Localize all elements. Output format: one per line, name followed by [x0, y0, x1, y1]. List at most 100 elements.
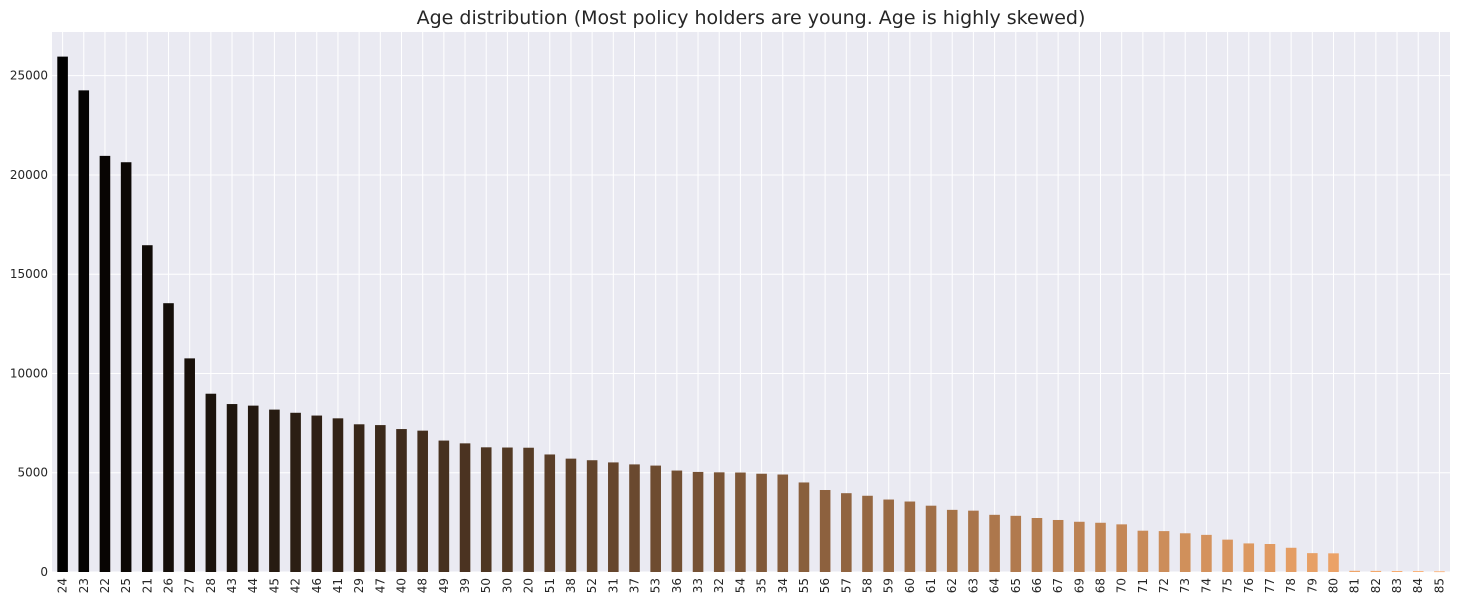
bar-age-46: [311, 415, 323, 572]
x-tick-label: 49: [437, 578, 451, 593]
x-tick-label: 42: [289, 578, 303, 593]
x-tick-label: 33: [691, 578, 705, 593]
bar-age-76: [1243, 543, 1255, 572]
bar-age-28: [205, 393, 217, 572]
x-tick-label: 43: [225, 578, 239, 593]
bar-age-47: [375, 425, 386, 572]
x-tick-label: 63: [966, 578, 980, 593]
bar-age-49: [438, 440, 450, 572]
bar-age-83: [1391, 571, 1403, 572]
x-tick-label: 53: [649, 578, 663, 593]
x-tick-label: 22: [98, 578, 112, 593]
bar-age-43: [226, 404, 238, 572]
x-tick-label: 34: [776, 578, 790, 593]
bar-age-40: [396, 429, 407, 572]
x-tick-label: 79: [1305, 578, 1319, 593]
x-tick-label: 60: [903, 578, 917, 593]
bar-age-35: [756, 473, 767, 572]
x-tick-label: 81: [1348, 578, 1362, 593]
bar-age-79: [1307, 553, 1318, 572]
x-tick-label: 44: [246, 578, 260, 593]
x-tick-label: 70: [1115, 578, 1129, 593]
bar-age-31: [608, 462, 619, 572]
x-tick-label: 29: [352, 578, 366, 593]
bar-age-85: [1434, 571, 1445, 573]
bar-age-29: [353, 424, 365, 572]
bar-age-48: [417, 430, 428, 572]
chart-title: Age distribution (Most policy holders ar…: [417, 7, 1086, 29]
bar-age-36: [671, 470, 683, 572]
bar-age-34: [777, 474, 789, 572]
x-tick-label: 62: [945, 578, 959, 593]
bar-age-63: [968, 510, 979, 572]
bar-age-33: [692, 471, 704, 572]
x-tick-label: 41: [331, 578, 345, 593]
x-tick-label: 23: [77, 578, 91, 593]
x-tick-label: 30: [500, 578, 514, 593]
bar-age-42: [290, 412, 301, 572]
bar-age-24: [57, 56, 68, 572]
x-tick-label: 25: [119, 578, 133, 593]
x-tick-label: 31: [606, 578, 620, 593]
x-tick-label: 45: [267, 578, 281, 593]
bar-age-44: [247, 405, 259, 572]
bar-age-27: [184, 358, 195, 572]
x-tick-label: 37: [628, 578, 642, 593]
bar-age-82: [1370, 570, 1382, 572]
x-tick-label: 74: [1199, 578, 1213, 593]
x-tick-label: 56: [818, 578, 832, 593]
x-tick-labels: 24 23 22 25 21 26 27 28 43 44 45 42 46 41 29 47 40 48 49 39…: [56, 578, 1447, 593]
x-tick-label: 85: [1432, 578, 1446, 593]
x-tick-label: 66: [1030, 578, 1044, 593]
bar-age-64: [989, 514, 1000, 572]
x-tick-label: 83: [1390, 578, 1404, 593]
x-tick-label: 35: [755, 578, 769, 593]
x-tick-label: 57: [839, 578, 853, 593]
bar-age-75: [1222, 539, 1233, 572]
bar-age-55: [798, 482, 810, 572]
bar-age-22: [99, 155, 111, 572]
bar-age-26: [163, 303, 174, 572]
x-tick-label: 77: [1263, 578, 1277, 593]
y-tick-label: 5000: [17, 466, 48, 480]
bar-age-30: [502, 447, 513, 572]
x-tick-label: 38: [564, 578, 578, 593]
bar-age-20: [523, 447, 534, 572]
x-tick-label: 40: [395, 578, 409, 593]
y-tick-label: 0: [40, 565, 48, 579]
bar-age-72: [1158, 531, 1170, 572]
x-tick-label: 61: [924, 578, 938, 593]
x-tick-label: 73: [1178, 578, 1192, 593]
x-tick-label: 75: [1221, 578, 1235, 593]
x-tick-label: 24: [56, 578, 70, 593]
x-tick-label: 65: [1009, 578, 1023, 593]
x-tick-label: 50: [479, 578, 493, 593]
bar-age-51: [544, 454, 556, 572]
y-tick-label: 15000: [10, 267, 48, 281]
bar-age-57: [841, 493, 852, 572]
y-tick-labels: 0 5000 10000 15000 20000 25000: [10, 69, 48, 579]
x-tick-label: 28: [204, 578, 218, 593]
x-tick-label: 72: [1157, 578, 1171, 593]
plot-background: [52, 32, 1450, 572]
bar-age-41: [332, 418, 344, 572]
y-tick-label: 20000: [10, 168, 48, 182]
bar-age-66: [1031, 518, 1043, 572]
bar-age-52: [586, 460, 598, 572]
x-tick-label: 69: [1072, 578, 1086, 593]
bar-age-70: [1116, 524, 1127, 572]
x-tick-label: 52: [585, 578, 599, 593]
x-tick-label: 27: [183, 578, 197, 593]
bar-age-32: [713, 472, 725, 572]
y-tick-label: 10000: [10, 366, 48, 380]
bar-age-81: [1349, 570, 1360, 572]
bar-age-80: [1328, 553, 1339, 572]
x-tick-label: 46: [310, 578, 324, 593]
x-tick-label: 54: [733, 578, 747, 593]
x-tick-label: 36: [670, 578, 684, 593]
x-tick-label: 71: [1136, 578, 1150, 593]
bar-age-25: [120, 162, 132, 572]
bar-age-84: [1412, 571, 1424, 572]
